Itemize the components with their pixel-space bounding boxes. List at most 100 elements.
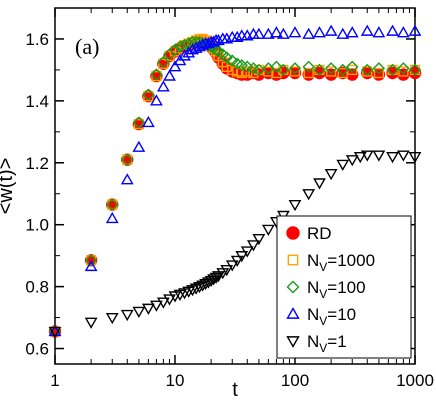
data-point (150, 94, 163, 106)
data-point (345, 155, 359, 167)
data-point (235, 251, 249, 263)
data-point (324, 24, 338, 36)
legend-marker (286, 280, 300, 294)
plot-frame (54, 7, 416, 365)
x-tick-label: 1 (50, 371, 59, 390)
data-point (199, 278, 213, 291)
data-point (120, 309, 134, 322)
data-point (261, 224, 275, 236)
data-point (212, 271, 225, 283)
data-point (163, 69, 176, 81)
data-point (397, 62, 410, 75)
data-point (289, 66, 301, 77)
data-point (353, 151, 367, 164)
data-point (261, 27, 275, 39)
data-point (336, 27, 350, 39)
data-point (202, 277, 215, 289)
data-point (386, 63, 399, 77)
data-point (84, 259, 98, 272)
data-point (121, 153, 134, 166)
legend-marker (286, 336, 300, 348)
data-point (345, 26, 359, 38)
data-point (207, 35, 221, 47)
data-point (398, 66, 409, 77)
data-point (303, 67, 314, 79)
data-point (360, 150, 374, 162)
data-point (246, 240, 260, 252)
data-point (150, 68, 163, 81)
data-points (48, 24, 422, 339)
data-point (105, 312, 119, 325)
data-point (220, 51, 233, 64)
data-point (84, 254, 98, 267)
x-tick-label: 100 (281, 371, 309, 390)
data-point (263, 66, 274, 77)
data-point (196, 280, 210, 292)
data-point (230, 255, 244, 267)
legend-marker (286, 307, 300, 319)
data-point (150, 300, 163, 312)
data-point (220, 264, 234, 277)
data-point (236, 67, 247, 79)
data-point (156, 297, 170, 309)
data-point (163, 294, 176, 306)
data-point (313, 178, 326, 190)
data-point (336, 63, 349, 77)
data-point (132, 140, 146, 152)
data-point (189, 283, 203, 295)
data-point (212, 33, 225, 46)
data-point (313, 26, 326, 38)
data-point (372, 62, 386, 75)
data-point (225, 260, 239, 272)
data-point (270, 26, 283, 38)
y-axis-title: <w(t)> (0, 158, 17, 215)
data-point (141, 303, 155, 315)
legend-label: NV=1 (307, 332, 347, 355)
series-4 (48, 24, 422, 337)
panel-label: (a) (75, 34, 99, 59)
data-point (150, 69, 163, 83)
data-point (84, 317, 98, 329)
data-point (302, 60, 315, 74)
legend-label: NV=1000 (307, 251, 375, 274)
data-point (240, 246, 254, 258)
data-point (173, 40, 187, 53)
data-point (324, 68, 338, 81)
data-point (168, 43, 182, 56)
y-tick-label: 0.6 (25, 340, 49, 359)
data-point (326, 66, 337, 77)
x-tick-labels: 1 10 100 1000 (50, 371, 434, 390)
y-tick-label: 1.4 (25, 92, 49, 111)
data-point (248, 67, 259, 79)
data-point (324, 169, 338, 181)
legend-label: NV=100 (307, 278, 366, 301)
data-point (106, 198, 119, 211)
y-tick-labels: 0.6 0.8 1.0 1.2 1.4 1.6 (25, 30, 49, 359)
data-point (209, 272, 223, 284)
data-point (178, 49, 191, 61)
data-point (386, 151, 399, 164)
legend-label: RD (307, 224, 332, 243)
legend-label: NV=10 (307, 305, 356, 328)
series-5 (48, 150, 422, 339)
data-point (324, 62, 338, 75)
data-point (48, 326, 62, 339)
data-point (230, 30, 244, 43)
data-point (193, 40, 206, 52)
data-point (142, 88, 155, 101)
data-point (252, 234, 266, 246)
data-point (156, 80, 170, 92)
data-point (105, 211, 119, 224)
data-point (346, 60, 359, 74)
data-point (302, 27, 316, 39)
data-point (313, 66, 326, 80)
data-point (132, 116, 146, 129)
data-point (336, 159, 350, 171)
data-point (408, 66, 422, 80)
data-point (372, 26, 386, 38)
data-point (408, 24, 422, 36)
data-point (270, 60, 283, 74)
legend-marker (286, 226, 300, 240)
x-tick-label: 10 (166, 371, 185, 390)
